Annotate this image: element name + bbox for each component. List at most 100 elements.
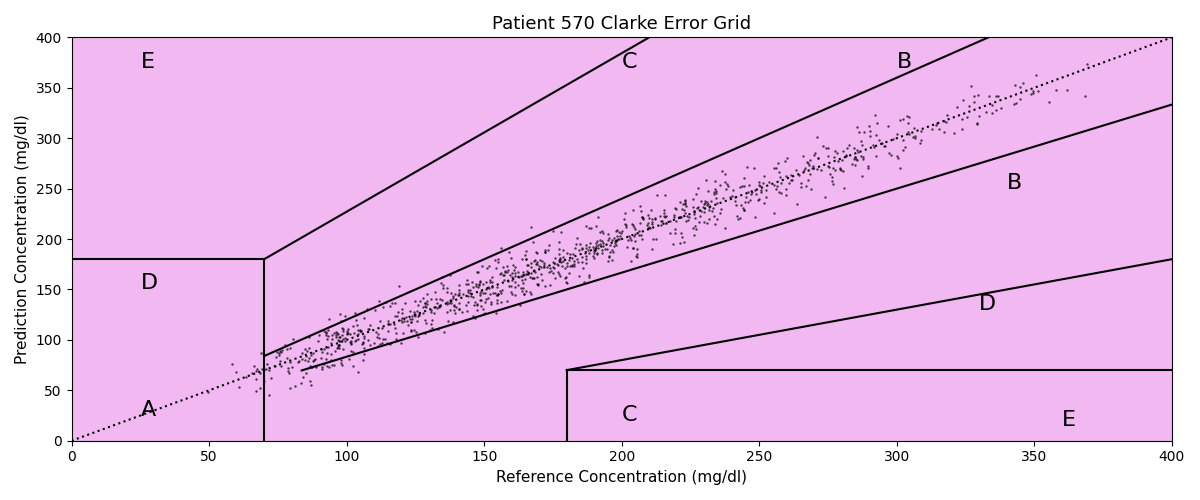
Point <box>733 204 752 212</box>
Point <box>656 219 676 227</box>
Point <box>371 340 390 348</box>
Point <box>630 219 649 227</box>
Point <box>794 166 814 173</box>
Point <box>330 344 349 352</box>
Point <box>388 312 407 320</box>
Point <box>246 387 265 395</box>
Point <box>406 296 425 304</box>
Point <box>511 272 530 280</box>
Point <box>319 364 338 372</box>
Point <box>341 338 360 346</box>
Point <box>550 272 569 280</box>
Point <box>642 218 661 226</box>
Point <box>584 250 604 258</box>
Point <box>199 388 218 396</box>
Point <box>370 297 389 305</box>
Point <box>655 214 674 222</box>
Point <box>619 232 638 239</box>
Point <box>1046 86 1066 94</box>
Point <box>608 235 628 243</box>
Point <box>251 370 270 378</box>
Point <box>278 364 298 372</box>
Point <box>790 172 809 179</box>
Point <box>733 182 752 190</box>
Point <box>866 131 886 139</box>
Point <box>904 134 923 141</box>
Point <box>746 190 766 198</box>
Point <box>486 256 505 264</box>
Point <box>348 320 367 328</box>
Point <box>334 335 353 343</box>
Point <box>397 317 416 325</box>
Point <box>444 302 463 310</box>
Point <box>548 245 568 253</box>
Point <box>557 273 576 281</box>
Point <box>439 316 458 324</box>
Point <box>611 232 630 240</box>
Point <box>572 258 592 266</box>
Point <box>431 295 450 303</box>
Point <box>505 282 524 290</box>
Point <box>380 302 400 310</box>
Point <box>292 349 311 357</box>
Point <box>769 188 788 196</box>
Point <box>745 186 764 194</box>
Point <box>229 382 248 390</box>
Point <box>631 202 650 210</box>
Point <box>391 316 410 324</box>
Point <box>906 132 925 140</box>
Point <box>1004 100 1024 108</box>
Point <box>740 196 760 203</box>
Point <box>360 321 379 329</box>
Point <box>716 185 736 193</box>
Point <box>522 260 541 268</box>
Point <box>446 304 466 312</box>
Point <box>458 280 478 288</box>
Point <box>580 248 599 256</box>
Point <box>349 335 368 343</box>
Point <box>1027 70 1046 78</box>
Point <box>850 128 869 136</box>
Point <box>518 270 538 278</box>
Point <box>421 320 440 328</box>
Point <box>498 276 517 284</box>
Point <box>626 238 646 246</box>
Point <box>587 250 606 258</box>
Point <box>720 192 739 200</box>
Point <box>706 194 725 202</box>
Point <box>348 368 367 376</box>
Point <box>272 346 292 354</box>
Point <box>674 206 694 214</box>
Point <box>677 217 696 225</box>
Point <box>251 384 270 392</box>
Point <box>280 384 299 392</box>
Point <box>736 198 755 206</box>
Point <box>301 381 320 389</box>
Point <box>396 312 415 320</box>
Point <box>772 180 791 188</box>
Point <box>1006 100 1025 108</box>
Point <box>967 118 986 126</box>
Point <box>470 296 490 304</box>
Point <box>476 295 496 303</box>
Point <box>808 133 827 141</box>
Point <box>696 198 715 205</box>
Point <box>277 345 296 353</box>
Point <box>458 286 478 294</box>
Point <box>1006 82 1025 90</box>
Point <box>466 314 485 322</box>
Point <box>301 363 320 371</box>
Point <box>834 184 853 192</box>
Point <box>676 200 695 207</box>
Point <box>838 144 857 152</box>
Point <box>872 138 892 146</box>
Point <box>686 225 706 233</box>
Point <box>392 318 412 326</box>
Point <box>800 161 820 169</box>
Point <box>552 262 571 270</box>
Point <box>470 278 490 285</box>
Point <box>522 290 541 298</box>
Point <box>414 303 433 311</box>
Point <box>553 253 572 261</box>
Point <box>336 312 355 320</box>
